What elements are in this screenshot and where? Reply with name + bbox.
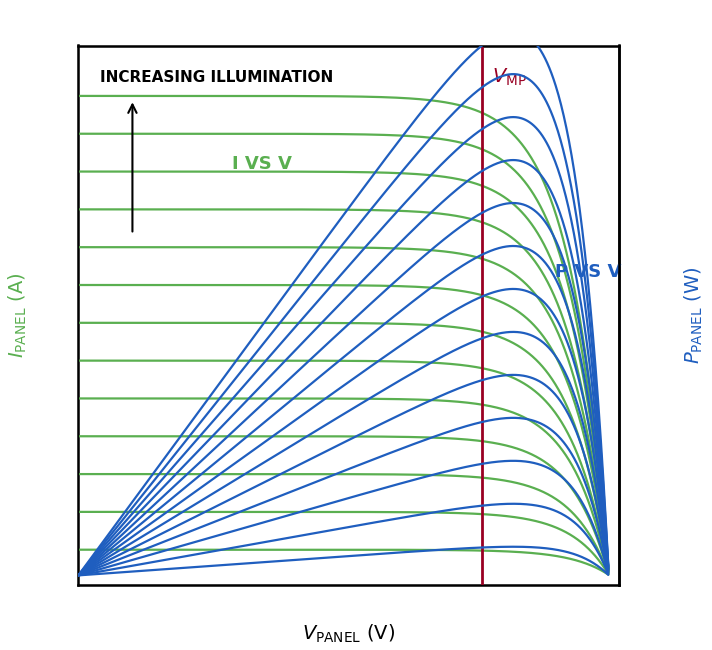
Text: INCREASING ILLUMINATION: INCREASING ILLUMINATION	[100, 70, 333, 84]
Text: I VS V: I VS V	[232, 155, 292, 173]
Text: $V_{\mathsf{PANEL}}$ (V): $V_{\mathsf{PANEL}}$ (V)	[303, 623, 395, 645]
Text: $P_{\mathsf{PANEL}}$ (W): $P_{\mathsf{PANEL}}$ (W)	[683, 266, 706, 364]
Text: P VS V: P VS V	[555, 263, 621, 281]
Text: $I_{\mathsf{PANEL}}$ (A): $I_{\mathsf{PANEL}}$ (A)	[6, 272, 29, 358]
Text: $V_{\mathsf{MP}}$: $V_{\mathsf{MP}}$	[492, 67, 527, 88]
